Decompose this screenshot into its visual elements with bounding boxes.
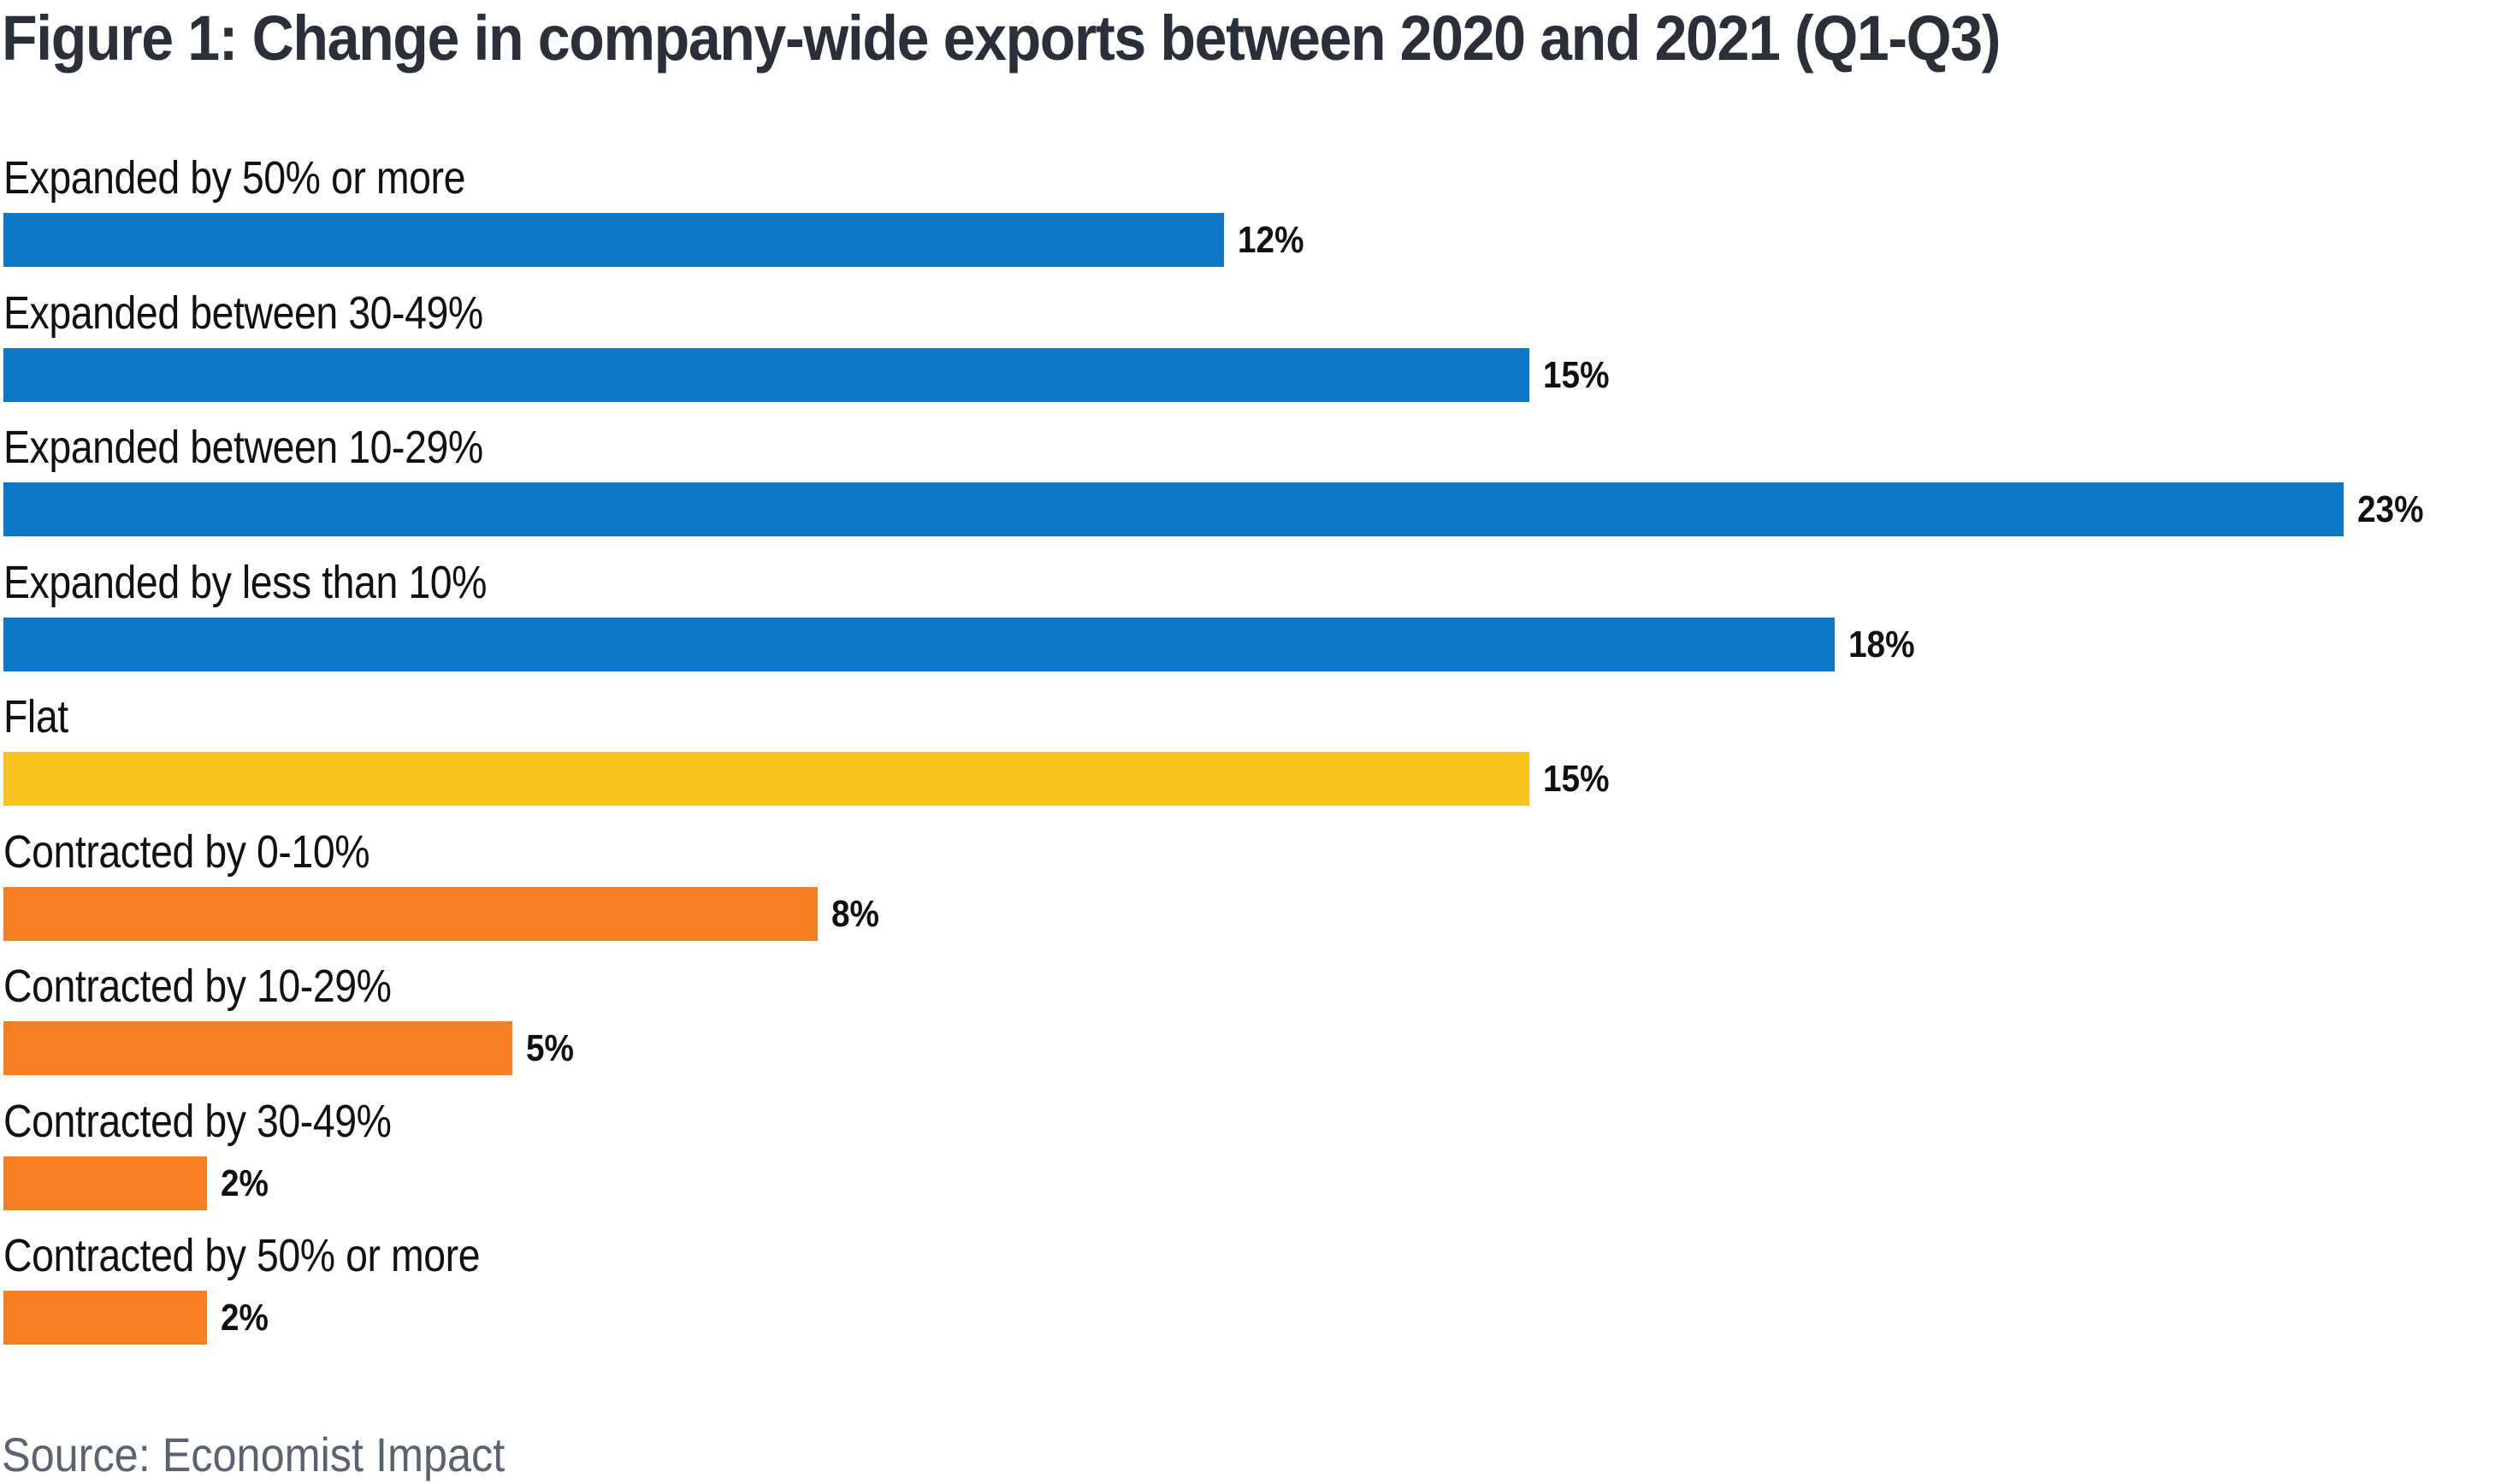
bar (3, 1291, 207, 1345)
bar (3, 1021, 512, 1075)
bar (3, 1156, 207, 1210)
category-label: Flat (3, 691, 68, 742)
source-note: Source: Economist Impact (2, 1428, 506, 1481)
category-label: Expanded between 30-49% (3, 287, 483, 339)
value-label: 2% (220, 1297, 269, 1339)
category-label: Expanded by 50% or more (3, 152, 465, 204)
value-label: 8% (831, 892, 879, 935)
value-label: 18% (1848, 623, 1915, 665)
bar (3, 482, 2344, 536)
bar (3, 617, 1836, 671)
category-label: Contracted by 0-10% (3, 825, 370, 878)
category-label: Contracted by 30-49% (3, 1095, 392, 1147)
value-label: 15% (1543, 758, 1610, 800)
category-label: Expanded by less than 10% (3, 556, 487, 608)
category-label: Expanded between 10-29% (3, 422, 483, 473)
value-label: 15% (1543, 353, 1610, 396)
bar (3, 886, 818, 941)
value-label: 12% (1238, 219, 1304, 261)
category-label: Contracted by 10-29% (3, 961, 392, 1012)
value-label: 2% (220, 1162, 269, 1204)
bar (3, 213, 1225, 267)
bar (3, 752, 1530, 806)
value-label: 5% (525, 1027, 574, 1069)
category-label: Contracted by 50% or more (3, 1230, 481, 1281)
bar (3, 347, 1530, 402)
value-label: 23% (2357, 488, 2424, 530)
chart-title: Figure 1: Change in company-wide exports… (2, 3, 2001, 74)
